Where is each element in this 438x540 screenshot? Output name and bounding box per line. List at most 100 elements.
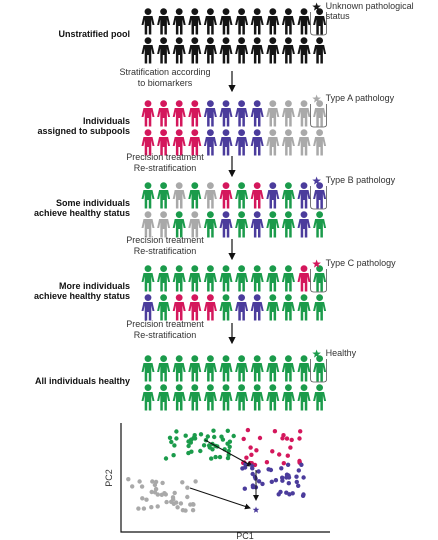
point xyxy=(185,494,190,500)
step-label-line: Precision treatment xyxy=(126,319,204,329)
point xyxy=(241,436,246,442)
row-label-line: Individuals xyxy=(83,116,130,126)
person xyxy=(250,384,264,411)
point xyxy=(169,499,174,504)
person xyxy=(250,265,264,292)
person xyxy=(172,8,186,35)
point xyxy=(285,462,291,467)
person xyxy=(188,8,202,35)
point xyxy=(130,484,135,489)
point xyxy=(297,458,302,464)
person xyxy=(266,355,280,382)
star xyxy=(252,506,260,513)
annotation: Unknown pathological status xyxy=(326,1,414,21)
point xyxy=(139,484,145,489)
point xyxy=(249,452,254,457)
person xyxy=(157,182,171,209)
person xyxy=(266,129,280,156)
person xyxy=(141,8,155,35)
person xyxy=(219,182,233,209)
person xyxy=(141,37,155,64)
person xyxy=(172,355,186,382)
row-label-line: achieve healthy status xyxy=(34,208,130,218)
person xyxy=(141,265,155,292)
person xyxy=(266,294,280,321)
point xyxy=(174,436,179,441)
person xyxy=(188,182,202,209)
point xyxy=(273,478,279,483)
point xyxy=(171,453,176,458)
point xyxy=(211,428,216,433)
point xyxy=(172,490,177,496)
person xyxy=(250,100,264,127)
point xyxy=(190,508,196,513)
person xyxy=(250,294,264,321)
point xyxy=(231,433,236,439)
person xyxy=(219,37,233,64)
point xyxy=(280,475,285,480)
person xyxy=(219,265,233,292)
annotation-line: Type A pathology xyxy=(326,93,395,103)
point xyxy=(227,439,233,444)
person xyxy=(203,100,217,127)
point xyxy=(167,435,173,440)
person xyxy=(157,100,171,127)
person xyxy=(297,211,311,238)
person xyxy=(203,129,217,156)
point xyxy=(149,505,154,510)
person xyxy=(297,100,311,127)
point xyxy=(174,429,179,434)
point xyxy=(300,493,306,498)
point xyxy=(284,436,290,441)
person xyxy=(157,265,171,292)
row-label-line: All individuals healthy xyxy=(35,376,130,386)
person xyxy=(157,37,171,64)
person xyxy=(250,8,264,35)
step-label: Precision treatment Re-stratification xyxy=(126,235,204,256)
point xyxy=(189,449,194,454)
point xyxy=(281,461,286,466)
point xyxy=(227,444,232,449)
point xyxy=(242,486,247,491)
point xyxy=(284,490,289,495)
person xyxy=(313,8,327,35)
point xyxy=(250,483,256,488)
point xyxy=(183,433,188,438)
annotation: Type C pathology xyxy=(326,258,397,268)
point xyxy=(286,473,291,478)
plot-axes xyxy=(120,423,330,533)
point xyxy=(248,445,253,450)
person xyxy=(281,294,295,321)
person xyxy=(219,384,233,411)
point xyxy=(225,428,230,433)
person xyxy=(281,211,295,238)
annotation-line: Healthy xyxy=(326,348,357,358)
star xyxy=(312,259,321,268)
person xyxy=(266,8,280,35)
row-label-line: achieve healthy status xyxy=(34,291,130,301)
x-axis-label: PC1 xyxy=(236,531,254,540)
row-label: Unstratified pool xyxy=(59,29,131,39)
point xyxy=(286,481,291,486)
point xyxy=(213,454,218,460)
person xyxy=(141,355,155,382)
point xyxy=(183,508,188,513)
person xyxy=(141,182,155,209)
person xyxy=(172,294,186,321)
annotation-line: Unknown pathological xyxy=(326,1,414,11)
point xyxy=(297,436,302,441)
person xyxy=(250,211,264,238)
step-label-line: Re-stratification xyxy=(134,246,197,256)
point xyxy=(185,485,190,490)
person xyxy=(235,211,249,238)
person xyxy=(281,8,295,35)
person xyxy=(141,100,155,127)
person xyxy=(172,211,186,238)
person xyxy=(203,211,217,238)
person xyxy=(313,355,327,382)
person xyxy=(250,129,264,156)
step-label-line: Re-stratification xyxy=(134,163,197,173)
point xyxy=(285,453,290,458)
person xyxy=(297,294,311,321)
point xyxy=(172,443,177,448)
